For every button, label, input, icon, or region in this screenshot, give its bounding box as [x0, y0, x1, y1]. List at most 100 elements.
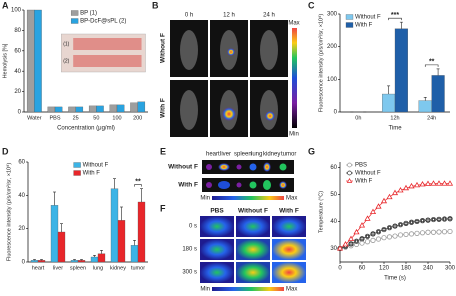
marker: [441, 180, 448, 186]
y-tick-label: 60: [18, 160, 25, 166]
marker: [402, 184, 410, 191]
marker: [392, 233, 398, 239]
panel-f: F PBS Without F With F 0 s 180 s 300 s M…: [160, 203, 306, 293]
organ: [218, 163, 230, 171]
bar: [418, 100, 432, 113]
marker: [336, 245, 344, 251]
marker: [446, 180, 454, 186]
y-tick-label: 20: [14, 89, 21, 95]
thermal-image: [236, 216, 270, 237]
y-tick-label: 30: [330, 246, 337, 252]
column-label: 24 h: [263, 13, 275, 19]
inset-label: (1): [63, 41, 69, 47]
marker: [375, 203, 382, 209]
bar: [30, 260, 39, 263]
panel-b: B 0 h 12 h 24 h Without F With F Max Min: [152, 0, 300, 137]
organ-label: heart: [206, 152, 220, 158]
column-label: 0 h: [185, 13, 193, 19]
bar: [68, 106, 76, 113]
legend-marker: [347, 162, 352, 168]
marker: [419, 181, 426, 187]
bar: [431, 75, 445, 113]
x-tick-label: kidney: [110, 265, 126, 271]
image-grid: [170, 20, 288, 137]
x-tick-label: 24h: [427, 115, 436, 121]
thermal-image: [200, 239, 234, 260]
marker: [371, 232, 375, 236]
y-axis-label: Temperature (°C): [318, 191, 324, 233]
marker: [448, 217, 452, 221]
panel-label: C: [308, 0, 315, 10]
bar: [394, 28, 408, 113]
bar: [382, 93, 396, 113]
row-label: 300 s: [182, 270, 197, 276]
bar: [130, 102, 138, 113]
legend-marker: [346, 177, 353, 183]
marker: [382, 228, 386, 232]
marker: [408, 231, 415, 237]
legend-label: BP-DcF@sPL (2): [80, 19, 126, 25]
x-tick-label: tumor: [131, 265, 145, 271]
inset-row: [73, 38, 142, 50]
organ: [249, 181, 257, 189]
significance-label: **: [429, 59, 435, 66]
inset-row: [73, 55, 142, 67]
marker: [381, 235, 387, 241]
organ: [279, 181, 287, 189]
y-tick-label: 0: [22, 260, 26, 266]
bar: [77, 260, 86, 263]
x-tick-label: 180: [401, 266, 412, 272]
marker: [430, 229, 437, 235]
marker: [397, 186, 404, 193]
column-label: Without F: [238, 208, 268, 215]
thermal-image: [236, 262, 270, 283]
marker: [424, 180, 432, 186]
marker: [364, 239, 371, 245]
y-tick-label: 40: [330, 219, 337, 225]
bar: [137, 201, 146, 263]
marker: [419, 230, 426, 236]
scale-label: Max: [286, 196, 297, 202]
significance-label: ***: [391, 12, 399, 19]
bar: [47, 106, 56, 113]
legend-swatch: [345, 22, 354, 28]
organ: [236, 182, 242, 188]
x-tick-label: spleen: [70, 265, 86, 271]
row-label: Without F: [168, 164, 198, 171]
organ-label: kidney: [263, 152, 280, 158]
legend-swatch: [73, 170, 81, 176]
mouse: [180, 30, 198, 70]
y-tick-label: 300: [327, 12, 338, 18]
marker: [398, 223, 402, 227]
marker: [414, 230, 420, 236]
thermal-image: [200, 262, 234, 283]
marker: [380, 197, 388, 204]
y-tick-label: 20: [18, 226, 25, 232]
x-tick-label: 100: [112, 115, 121, 121]
marker: [431, 218, 435, 222]
marker: [420, 219, 424, 223]
bar: [57, 231, 66, 263]
thermal-image: [200, 216, 234, 237]
signal: [222, 107, 236, 121]
bar: [34, 9, 42, 113]
x-tick-label: 0: [338, 266, 342, 272]
legend-label: Without F: [355, 171, 381, 177]
mouse: [260, 30, 278, 70]
bar: [37, 260, 46, 263]
bar: [96, 105, 104, 113]
x-tick-label: lung: [93, 265, 103, 271]
x-axis-label: Time: [388, 126, 402, 132]
marker: [441, 229, 448, 235]
marker: [415, 219, 419, 223]
colorbar: [212, 287, 284, 291]
panel-label: E: [160, 146, 166, 156]
panel-label: D: [2, 146, 9, 156]
column-label: With F: [279, 208, 299, 215]
scale-label: Max: [286, 287, 297, 293]
signal: [227, 48, 235, 56]
bar: [109, 104, 118, 113]
bar: [116, 104, 125, 113]
bar: [88, 105, 97, 113]
marker: [387, 226, 391, 230]
